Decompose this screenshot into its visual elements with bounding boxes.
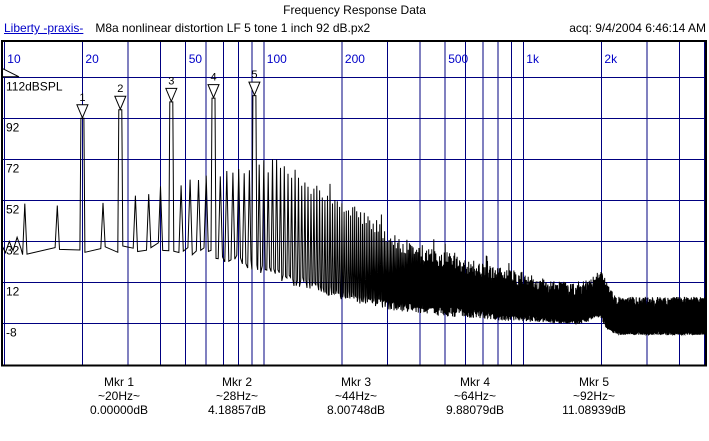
marker-readout-label: Mkr 3 bbox=[341, 375, 371, 389]
header-bar: Liberty -praxis- M8a nonlinear distortion… bbox=[4, 21, 705, 35]
marker-triangle-icon[interactable] bbox=[207, 84, 220, 99]
marker-readout-1: Mkr 1 ~20Hz~ 0.00000dB bbox=[54, 375, 184, 417]
page-title: Frequency Response Data bbox=[283, 3, 426, 17]
marker-triangle-icon[interactable] bbox=[76, 104, 89, 120]
marker-number-label: 5 bbox=[251, 69, 257, 81]
marker-number-label: 2 bbox=[117, 83, 123, 95]
x-axis-tick-label: 500 bbox=[448, 52, 468, 66]
reference-level-flag-icon bbox=[2, 67, 20, 78]
marker-readout-4: Mkr 4 ~64Hz~ 9.88079dB bbox=[410, 375, 540, 417]
marker-readout-label: Mkr 4 bbox=[460, 375, 490, 389]
x-axis-tick-label: 100 bbox=[267, 52, 287, 66]
marker-3[interactable]: 3 bbox=[165, 75, 178, 103]
marker-readouts: Mkr 1 ~20Hz~ 0.00000dB Mkr 2 ~28Hz~ 4.18857dB… bbox=[0, 375, 709, 420]
plot-frame bbox=[1, 40, 707, 367]
marker-readout-frequency: ~92Hz~ bbox=[572, 389, 616, 403]
marker-readout-3: Mkr 3 ~44Hz~ 8.00748dB bbox=[291, 375, 421, 417]
marker-triangle-icon[interactable] bbox=[248, 81, 261, 97]
marker-readout-value: 9.88079dB bbox=[445, 403, 505, 417]
marker-readout-frequency: ~20Hz~ bbox=[97, 389, 141, 403]
x-axis-tick-label: 1k bbox=[526, 52, 540, 66]
marker-readout-value: 4.18857dB bbox=[207, 403, 267, 417]
file-name: M8a nonlinear distortion LF 5 tone 1 inc… bbox=[95, 21, 371, 35]
marker-readout-frequency: ~44Hz~ bbox=[334, 389, 378, 403]
marker-readout-value: 8.00748dB bbox=[326, 403, 386, 417]
spectrum-trace bbox=[1, 95, 707, 337]
marker-readout-value: 0.00000dB bbox=[89, 403, 149, 417]
marker-readout-5: Mkr 5 ~92Hz~ 11.08939dB bbox=[529, 375, 659, 417]
marker-number-label: 3 bbox=[168, 75, 174, 87]
y-axis-tick-label: 92 bbox=[6, 120, 20, 134]
marker-readout-frequency: ~64Hz~ bbox=[453, 389, 497, 403]
marker-4[interactable]: 4 bbox=[207, 72, 220, 99]
app-label: Liberty -praxis- bbox=[4, 21, 84, 35]
x-axis-tick-label: 50 bbox=[189, 52, 203, 66]
marker-number-label: 4 bbox=[210, 72, 216, 84]
y-axis-tick-label: -8 bbox=[6, 326, 17, 340]
marker-readout-label: Mkr 1 bbox=[104, 375, 134, 389]
y-axis-tick-label: 52 bbox=[6, 202, 20, 216]
y-axis-tick-label: 72 bbox=[6, 161, 20, 175]
acquisition-timestamp: acq: 9/4/2004 6:46:14 AM bbox=[569, 21, 706, 35]
x-axis-tick-label: 20 bbox=[85, 52, 99, 66]
marker-readout-value: 11.08939dB bbox=[562, 403, 626, 417]
y-axis-tick-label: 112dBSPL bbox=[6, 79, 63, 93]
marker-readout-2: Mkr 2 ~28Hz~ 4.18857dB bbox=[172, 375, 302, 417]
marker-number-label: 1 bbox=[79, 92, 85, 104]
x-axis-tick-label: 2k bbox=[604, 52, 618, 66]
marker-5[interactable]: 5 bbox=[248, 69, 261, 97]
marker-triangle-icon[interactable] bbox=[165, 87, 178, 103]
marker-2[interactable]: 2 bbox=[114, 83, 127, 111]
marker-triangle-icon[interactable] bbox=[114, 95, 127, 111]
x-axis-tick-label: 10 bbox=[7, 52, 21, 66]
marker-readout-label: Mkr 5 bbox=[579, 375, 609, 389]
marker-readout-frequency: ~28Hz~ bbox=[215, 389, 259, 403]
y-axis-tick-label: 12 bbox=[6, 284, 20, 298]
marker-1[interactable]: 1 bbox=[76, 92, 89, 120]
marker-readout-label: Mkr 2 bbox=[222, 375, 252, 389]
x-axis-tick-label: 200 bbox=[345, 52, 365, 66]
